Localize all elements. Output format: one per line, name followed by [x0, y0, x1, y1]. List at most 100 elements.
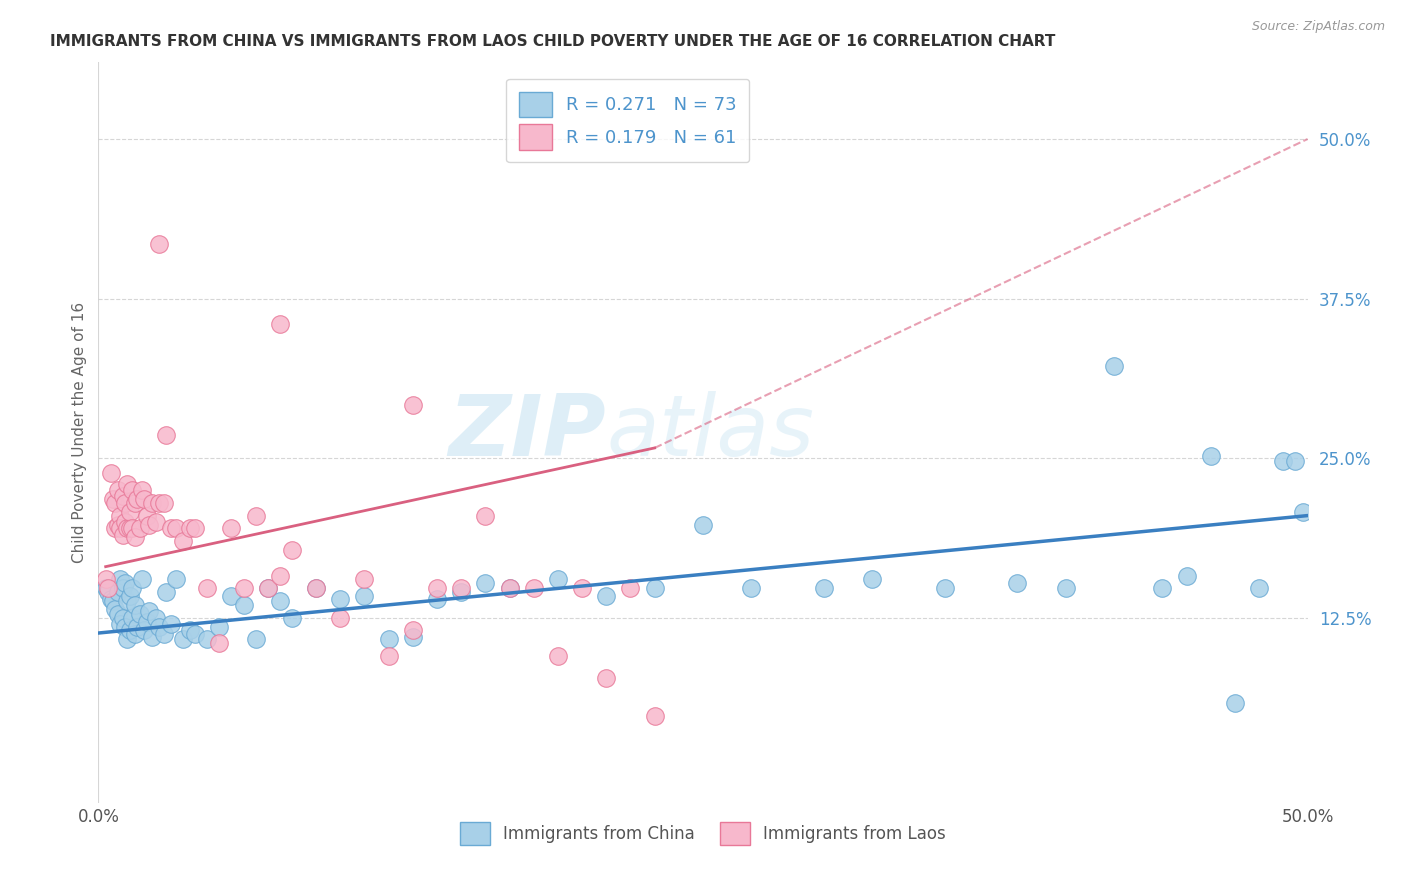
Point: [121, 582, 143, 596]
Point: [329, 591, 352, 606]
Point: [108, 521, 131, 535]
Point: [94, 573, 117, 587]
Y-axis label: Child Poverty Under the Age of 16: Child Poverty Under the Age of 16: [72, 302, 87, 563]
Point: [111, 611, 134, 625]
Point: [135, 508, 157, 523]
Point: [426, 582, 449, 596]
Point: [172, 632, 194, 647]
Point: [111, 527, 134, 541]
Point: [1292, 505, 1315, 519]
Point: [195, 632, 218, 647]
Point: [523, 582, 546, 596]
Point: [256, 582, 278, 596]
Text: ZIP: ZIP: [449, 391, 606, 475]
Point: [117, 476, 139, 491]
Point: [94, 582, 117, 596]
Point: [232, 598, 254, 612]
Point: [135, 615, 157, 629]
Point: [547, 648, 569, 663]
Point: [124, 530, 146, 544]
Point: [104, 601, 127, 615]
Point: [108, 508, 131, 523]
Point: [131, 573, 153, 587]
Point: [114, 576, 136, 591]
Point: [1054, 582, 1077, 596]
Point: [118, 589, 141, 603]
Point: [104, 496, 127, 510]
Point: [124, 598, 146, 612]
Point: [1199, 449, 1222, 463]
Point: [117, 594, 139, 608]
Point: [114, 620, 136, 634]
Point: [145, 515, 167, 529]
Point: [1102, 359, 1125, 374]
Point: [1249, 582, 1271, 596]
Text: atlas: atlas: [606, 391, 814, 475]
Point: [692, 517, 714, 532]
Point: [100, 467, 122, 481]
Point: [474, 576, 496, 591]
Point: [118, 521, 141, 535]
Point: [152, 627, 174, 641]
Point: [165, 573, 187, 587]
Point: [148, 620, 170, 634]
Point: [160, 521, 183, 535]
Point: [118, 624, 141, 638]
Point: [1272, 453, 1295, 467]
Point: [97, 582, 120, 596]
Point: [184, 521, 207, 535]
Point: [450, 582, 472, 596]
Point: [184, 627, 207, 641]
Point: [1223, 696, 1246, 710]
Point: [165, 521, 187, 535]
Point: [377, 632, 399, 647]
Point: [195, 582, 218, 596]
Point: [179, 521, 201, 535]
Text: IMMIGRANTS FROM CHINA VS IMMIGRANTS FROM LAOS CHILD POVERTY UNDER THE AGE OF 16 : IMMIGRANTS FROM CHINA VS IMMIGRANTS FROM…: [51, 34, 1056, 49]
Point: [221, 521, 243, 535]
Point: [281, 611, 304, 625]
Point: [740, 582, 762, 596]
Point: [114, 515, 136, 529]
Point: [402, 624, 425, 638]
Point: [141, 496, 163, 510]
Point: [269, 317, 291, 331]
Point: [172, 534, 194, 549]
Point: [498, 582, 520, 596]
Point: [101, 594, 124, 608]
Point: [208, 620, 231, 634]
Point: [134, 624, 156, 638]
Point: [121, 483, 143, 497]
Point: [377, 648, 399, 663]
Point: [221, 589, 243, 603]
Point: [148, 496, 170, 510]
Point: [117, 521, 139, 535]
Point: [329, 611, 352, 625]
Point: [124, 496, 146, 510]
Point: [97, 585, 120, 599]
Point: [269, 594, 291, 608]
Point: [108, 573, 131, 587]
Point: [101, 491, 124, 506]
Point: [474, 508, 496, 523]
Point: [208, 636, 231, 650]
Point: [152, 496, 174, 510]
Point: [571, 582, 593, 596]
Point: [104, 521, 127, 535]
Point: [498, 582, 520, 596]
Point: [1175, 568, 1198, 582]
Point: [595, 589, 617, 603]
Point: [121, 611, 143, 625]
Point: [107, 585, 129, 599]
Point: [1007, 576, 1029, 591]
Point: [813, 582, 835, 596]
Point: [100, 591, 122, 606]
Point: [860, 573, 883, 587]
Point: [232, 582, 254, 596]
Legend: Immigrants from China, Immigrants from Laos: Immigrants from China, Immigrants from L…: [451, 814, 955, 854]
Point: [547, 573, 569, 587]
Point: [426, 591, 449, 606]
Point: [134, 491, 156, 506]
Point: [402, 630, 425, 644]
Point: [128, 607, 150, 621]
